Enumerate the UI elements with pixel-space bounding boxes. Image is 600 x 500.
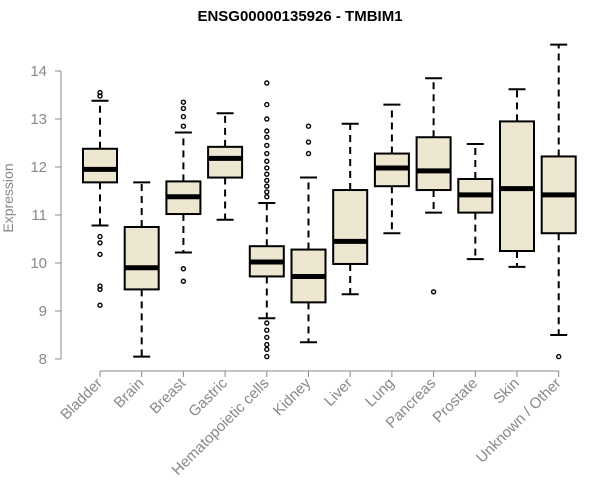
- outlier-breast: [180, 123, 187, 129]
- y-tick-label: 11: [31, 207, 47, 224]
- x-tick-label-lung: Lung: [362, 375, 398, 411]
- box-pancreas: [415, 136, 452, 192]
- y-tick-label: 13: [30, 111, 47, 128]
- box-gastric: [207, 145, 244, 179]
- outlier-hematopoietic-cells: [264, 177, 270, 184]
- x-tick-label-breast: Breast: [147, 374, 190, 417]
- outlier-hematopoietic-cells: [264, 353, 270, 360]
- outlier-unknown-other: [556, 353, 562, 360]
- outlier-hematopoietic-cells: [264, 334, 270, 341]
- outlier-hematopoietic-cells: [264, 341, 270, 348]
- outlier-bladder: [97, 251, 103, 258]
- outlier-bladder: [97, 93, 103, 99]
- y-tick-label: 8: [39, 351, 47, 368]
- y-tick-label: 9: [39, 303, 47, 320]
- outlier-pancreas: [430, 289, 437, 295]
- outlier-hematopoietic-cells: [264, 327, 270, 333]
- chart-title: ENSG00000135926 - TMBIM1: [197, 8, 403, 25]
- outlier-hematopoietic-cells: [264, 116, 270, 122]
- box-brain: [123, 226, 160, 291]
- outlier-hematopoietic-cells: [264, 128, 270, 134]
- outlier-hematopoietic-cells: [264, 171, 270, 177]
- outlier-bladder: [97, 302, 103, 308]
- outlier-kidney: [305, 150, 312, 157]
- outlier-hematopoietic-cells: [264, 134, 270, 140]
- outlier-bladder: [97, 233, 103, 240]
- outlier-hematopoietic-cells: [264, 320, 270, 326]
- x-tick-label-prostate: Prostate: [430, 375, 482, 427]
- outlier-breast: [180, 99, 187, 105]
- outlier-kidney: [305, 139, 312, 145]
- x-tick-label-kidney: Kidney: [270, 374, 315, 419]
- outlier-hematopoietic-cells: [264, 101, 270, 108]
- y-tick-label: 14: [30, 63, 47, 80]
- y-tick-label: 12: [30, 159, 47, 176]
- x-tick-label-skin: Skin: [490, 375, 523, 408]
- outlier-hematopoietic-cells: [264, 165, 270, 171]
- outlier-hematopoietic-cells: [264, 189, 270, 195]
- outlier-bladder: [97, 286, 103, 293]
- outlier-hematopoietic-cells: [264, 158, 270, 164]
- outlier-bladder: [97, 240, 103, 246]
- y-tick-label: 10: [30, 255, 47, 272]
- outlier-hematopoietic-cells: [264, 150, 270, 157]
- outlier-hematopoietic-cells: [264, 183, 270, 189]
- outlier-kidney: [305, 123, 312, 129]
- x-tick-label-bladder: Bladder: [57, 375, 106, 424]
- outlier-hematopoietic-cells: [264, 346, 270, 353]
- outlier-hematopoietic-cells: [264, 194, 270, 200]
- outlier-breast: [180, 266, 187, 272]
- x-tick-label-liver: Liver: [321, 375, 356, 410]
- outlier-hematopoietic-cells: [264, 80, 270, 86]
- outlier-breast: [180, 105, 187, 112]
- box-liver: [332, 189, 369, 265]
- outlier-breast: [180, 278, 187, 284]
- box-bladder: [82, 147, 118, 184]
- x-tick-label-brain: Brain: [111, 375, 148, 412]
- outlier-breast: [180, 113, 187, 120]
- outlier-hematopoietic-cells: [264, 142, 270, 149]
